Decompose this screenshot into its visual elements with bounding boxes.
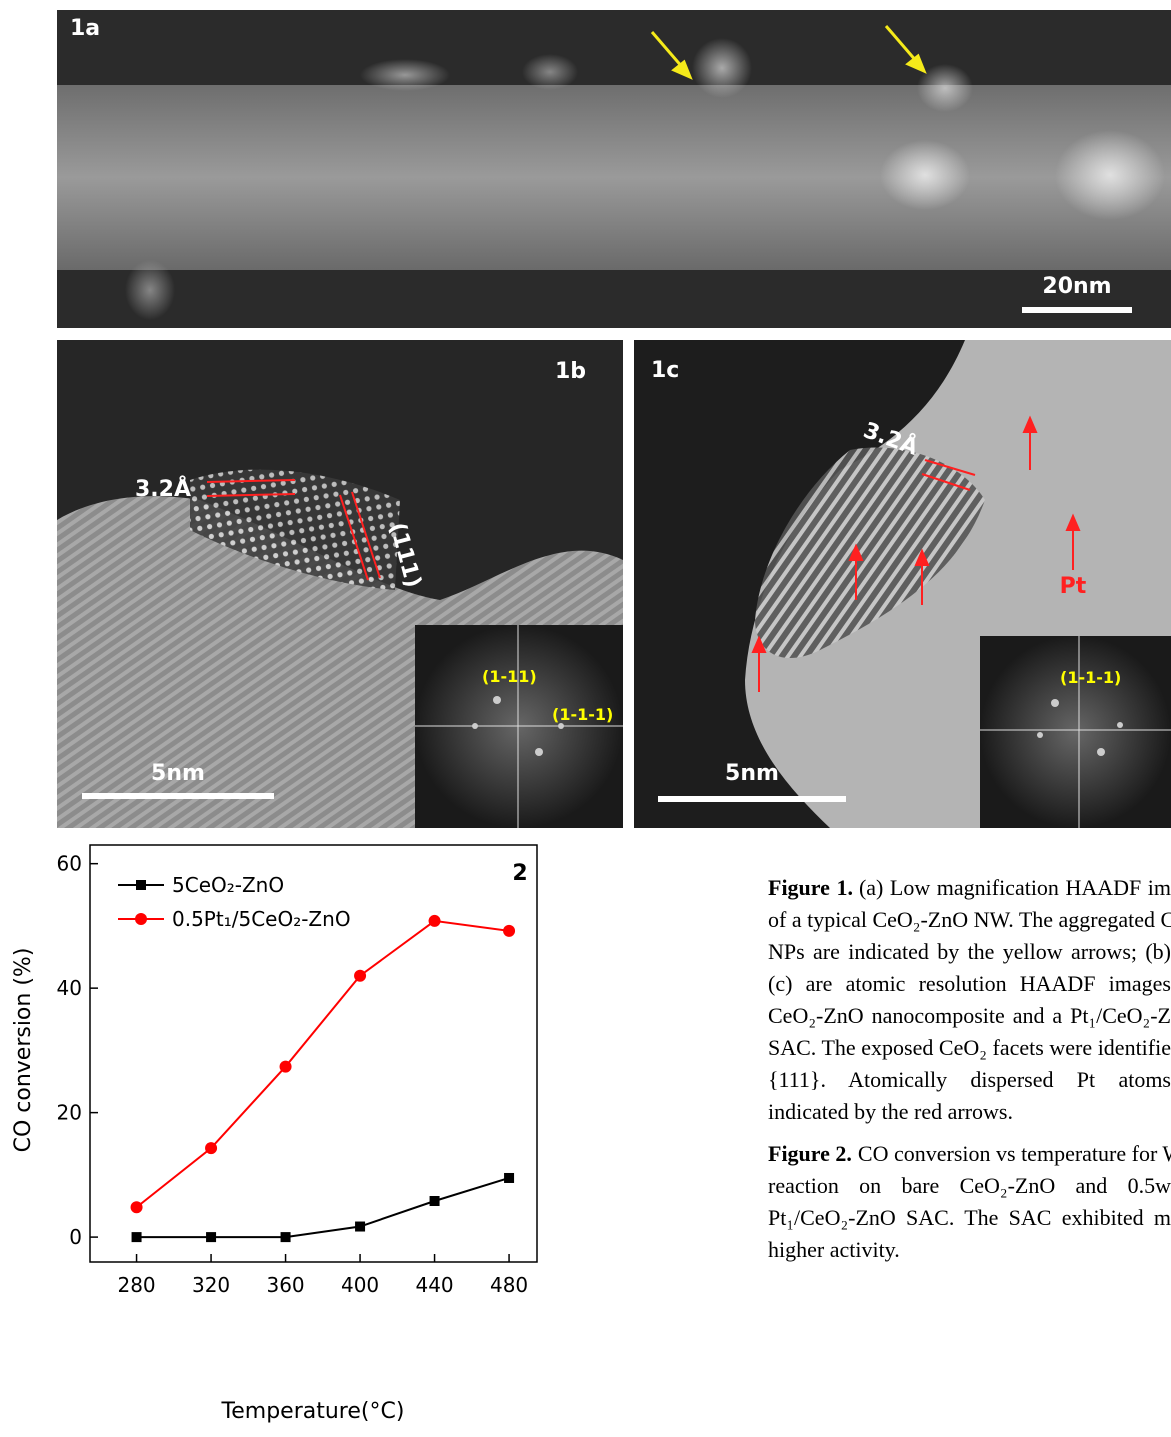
- caption-line: Pt₁/CeO₂-ZnO SAC. The SAC exhibited m: [768, 1202, 1171, 1234]
- point: [429, 915, 441, 927]
- legend-marker: [135, 913, 147, 925]
- caption-line: Figure 1.(a) Low magnification HAADF im: [768, 872, 1171, 904]
- point: [205, 1142, 217, 1154]
- series-line: [137, 921, 510, 1207]
- caption: Figure 1.(a) Low magnification HAADF im o…: [768, 872, 1171, 1128]
- caption-text: (c) are atomic resolution HAADF images: [768, 971, 1171, 996]
- caption-label: Figure 2.: [768, 1141, 852, 1166]
- panel-1c: Pt 3.2Å 1c (1-1-1) 5nm: [634, 340, 1171, 828]
- caption-text: CeO₂-ZnO nanocomposite and a Pt₁/CeO₂-Z: [768, 1003, 1171, 1028]
- scale-bar-label: 20nm: [1042, 274, 1111, 299]
- point: [280, 1061, 292, 1073]
- series-line: [137, 1178, 510, 1237]
- fft-spot-label: (1-11): [482, 667, 537, 686]
- page: 1a 20nm 3.2Å (111) 1b (1-11) (1-1-1) 5nm…: [0, 0, 1171, 1437]
- caption-line: of a typical CeO₂-ZnO NW. The aggregated…: [768, 904, 1171, 936]
- point: [131, 1201, 143, 1213]
- x-tick-label: 480: [490, 1273, 528, 1297]
- panel-label: 1c: [651, 358, 679, 383]
- x-tick-label: 280: [117, 1273, 155, 1297]
- y-tick-label: 40: [57, 976, 82, 1000]
- caption-text: NPs are indicated by the yellow arrows; …: [768, 939, 1171, 964]
- legend-label: 0.5Pt₁/5CeO₂-ZnO: [172, 907, 351, 931]
- caption-text: reaction on bare CeO₂-ZnO and 0.5w: [768, 1173, 1171, 1198]
- panel-1a: 1a 20nm: [57, 10, 1171, 328]
- x-tick-label: 320: [192, 1273, 230, 1297]
- panel-1b: 3.2Å (111) 1b (1-11) (1-1-1) 5nm: [57, 340, 623, 828]
- caption-line: Figure 2.CO conversion vs temperature fo…: [768, 1138, 1171, 1170]
- caption-text: SAC. The exposed CeO₂ facets were identi…: [768, 1035, 1171, 1060]
- caption-line: CeO₂-ZnO nanocomposite and a Pt₁/CeO₂-Z: [768, 1000, 1171, 1032]
- fft-spot-label: (1-1-1): [1060, 668, 1121, 687]
- caption-text: CO conversion vs temperature for W: [858, 1141, 1171, 1166]
- point: [503, 925, 515, 937]
- caption-line: reaction on bare CeO₂-ZnO and 0.5w: [768, 1170, 1171, 1202]
- y-axis-label: CO conversion (%): [11, 948, 36, 1153]
- scale-bar-label: 5nm: [151, 761, 205, 786]
- chart: 2 Temperature(°C) CO conversion (%) 0 20 4…: [11, 845, 537, 1424]
- pt-label: Pt: [1060, 574, 1087, 599]
- x-tick-label: 440: [415, 1273, 453, 1297]
- scale-bar-label: 5nm: [725, 761, 779, 786]
- caption-line: higher activity.: [768, 1234, 1171, 1266]
- caption-text: higher activity.: [768, 1237, 900, 1262]
- panel-label: 1a: [70, 16, 100, 41]
- y-tick-label: 60: [57, 852, 82, 876]
- legend-marker: [136, 880, 146, 890]
- caption-text: Pt₁/CeO₂-ZnO SAC. The SAC exhibited m: [768, 1205, 1171, 1230]
- chart-annotation: 2: [512, 861, 527, 886]
- point: [354, 970, 366, 982]
- caption: Figure 2.CO conversion vs temperature fo…: [768, 1138, 1171, 1266]
- y-tick-label: 0: [69, 1225, 82, 1249]
- x-axis-label: Temperature(°C): [221, 1399, 405, 1424]
- caption-label: Figure 1.: [768, 875, 853, 900]
- x-tick-label: 400: [341, 1273, 379, 1297]
- caption-line: {111}. Atomically dispersed Pt atoms: [768, 1064, 1171, 1096]
- legend-label: 5CeO₂-ZnO: [172, 873, 284, 897]
- point: [132, 1232, 142, 1242]
- point: [206, 1232, 216, 1242]
- fft-spot-label: (1-1-1): [552, 705, 613, 724]
- point: [504, 1173, 514, 1183]
- caption-line: indicated by the red arrows.: [768, 1096, 1171, 1128]
- caption-line: SAC. The exposed CeO₂ facets were identi…: [768, 1032, 1171, 1064]
- caption-text: (a) Low magnification HAADF im: [859, 875, 1171, 900]
- caption-line: NPs are indicated by the yellow arrows; …: [768, 936, 1171, 968]
- x-tick-label: 360: [266, 1273, 304, 1297]
- spacing-label: 3.2Å: [135, 476, 191, 502]
- panel-label: 1b: [555, 359, 586, 384]
- point: [281, 1232, 291, 1242]
- point: [430, 1196, 440, 1206]
- caption-text: indicated by the red arrows.: [768, 1099, 1013, 1124]
- y-tick-label: 20: [57, 1101, 82, 1125]
- caption-line: (c) are atomic resolution HAADF images: [768, 968, 1171, 1000]
- caption-text: of a typical CeO₂-ZnO NW. The aggregated…: [768, 907, 1171, 932]
- point: [355, 1222, 365, 1232]
- caption-text: {111}. Atomically dispersed Pt atoms: [768, 1067, 1171, 1092]
